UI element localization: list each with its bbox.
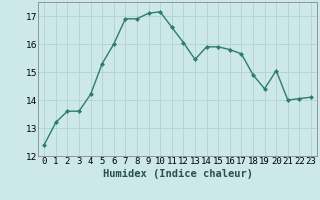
X-axis label: Humidex (Indice chaleur): Humidex (Indice chaleur) xyxy=(103,169,252,179)
